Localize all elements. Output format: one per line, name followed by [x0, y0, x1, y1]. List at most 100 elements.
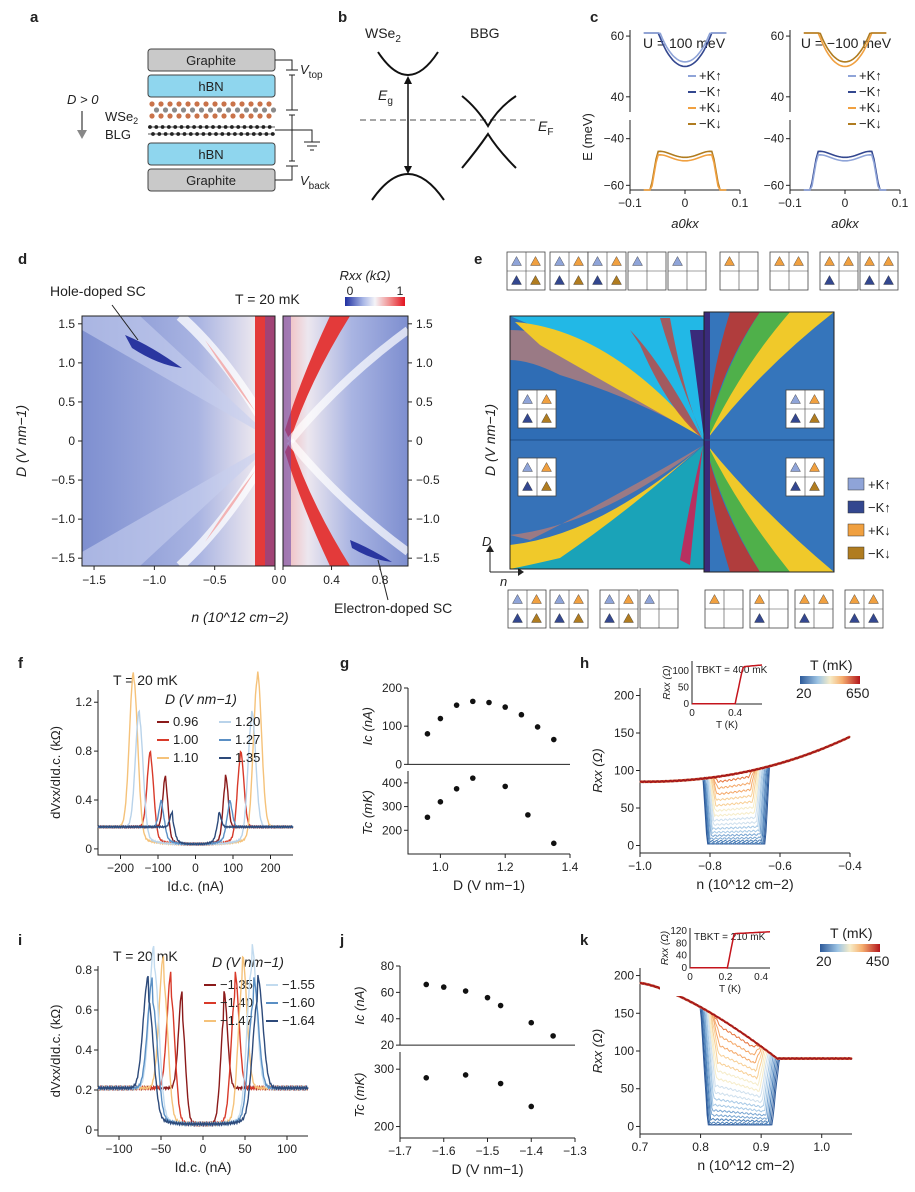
g-tc-point-6	[551, 840, 557, 847]
f-legend-label-0: 0.96	[173, 714, 198, 729]
k-ylabel: Rxx (Ω)	[590, 1029, 605, 1074]
e-fermi-pocket-bottom-6-1	[818, 594, 829, 604]
g-ic-point-6	[518, 711, 525, 718]
layer-graphite-top-label: Graphite	[186, 53, 236, 68]
c-ytick-label-top-left-1: 40	[611, 90, 625, 104]
e-fermi-surface-icons	[506, 251, 899, 629]
d-hole-sc-region	[125, 335, 182, 368]
d-right-map	[283, 316, 408, 566]
i-ytick-label-3: 0.6	[75, 1003, 92, 1017]
c-ytick-label-top-right-1: 40	[771, 90, 785, 104]
f-ytick-label-2: 0.8	[75, 744, 92, 758]
panel-label-h: h	[580, 655, 589, 672]
i-xlabel: Id.c. (nA)	[175, 1159, 232, 1175]
c-xtick-label-left-1: 0	[682, 196, 689, 210]
e-fermi-pocket-bottom-1-2	[554, 613, 565, 623]
j-top-ytick-label-3: 80	[381, 959, 395, 973]
d-left-red-lobe-2	[205, 441, 272, 542]
f-legend-label-1: 1.00	[173, 732, 198, 747]
j-bottom-xtick-label-2: −1.5	[476, 1144, 500, 1158]
se-atom	[176, 101, 182, 107]
e-right-diagram	[704, 312, 834, 572]
wse2-valence-band	[371, 173, 445, 201]
h-curve-18	[639, 735, 851, 784]
c-legend-label-right-2: +K↓	[859, 100, 882, 115]
g-bottom-xtick-label-2: 1.4	[562, 860, 579, 874]
e-fermi-pocket-mid-left-2-0	[522, 462, 533, 472]
g-ic-point-8	[551, 736, 557, 743]
w-atom	[243, 107, 250, 113]
h-curve-10	[639, 735, 851, 818]
panel-label-b: b	[338, 9, 347, 26]
panel-label-j: j	[339, 932, 344, 949]
v-top-label: Vtop	[300, 62, 323, 81]
k-inset-curve	[690, 931, 771, 969]
k-inset-bg	[660, 924, 776, 996]
f-ylabel: dVxx/dId.c. (kΩ)	[48, 726, 63, 819]
panel-j-chart: 20 40 60 80 −1.7 −1.6 −1.5 −1.4 −1.3 200 300 Ic (nA…	[352, 959, 587, 1177]
e-fermi-pocket-top-8-3	[883, 275, 894, 285]
e-fermi-pocket-top-0-1	[530, 256, 541, 266]
e-fermi-pocket-bottom-7-3	[868, 613, 879, 623]
k-ytick-label-3: 150	[614, 1006, 634, 1020]
se-atom	[167, 101, 173, 107]
se-atom	[212, 113, 218, 119]
panel-d-map: T = 20 mK Rxx (kΩ) 0 1	[13, 268, 452, 625]
se-atom	[176, 113, 182, 119]
se-atom	[149, 113, 155, 119]
e-n-axis-arrow-head	[518, 568, 524, 576]
c-ytick-label-bottom-left-1: −60	[604, 178, 625, 192]
w-atom	[162, 107, 169, 113]
se-atom	[266, 101, 272, 107]
d-right-bg	[283, 316, 408, 566]
i-series-1	[97, 971, 309, 1128]
f-series-1	[97, 749, 294, 847]
se-atom	[239, 113, 245, 119]
se-atom	[203, 113, 209, 119]
w-atom	[189, 107, 196, 113]
c-lower-band-right-1	[803, 153, 887, 191]
e-fermi-pocket-mid-right-2-1	[809, 462, 820, 472]
c-title-left: U = 100 meV	[643, 35, 726, 51]
i-xtick-label-1: −50	[151, 1142, 172, 1156]
se-atom	[158, 101, 164, 107]
e-fermi-pocket-mid-left-1-3	[541, 413, 552, 423]
h-ytick-label-3: 150	[614, 726, 634, 740]
e-fermi-pocket-top-1-2	[554, 275, 565, 285]
h-curve-17	[639, 735, 851, 784]
back-gate-circuit	[275, 130, 298, 181]
e-fermi-pocket-top-6-1	[793, 256, 804, 266]
h-curve-21	[639, 736, 851, 784]
i-xtick-label-2: 0	[200, 1142, 207, 1156]
layer-hbn-bottom	[147, 142, 276, 166]
h-curve-19	[639, 736, 851, 784]
e-left-red-sliver-1	[630, 330, 702, 438]
se-atom	[185, 101, 191, 107]
h-curve-11	[639, 736, 850, 812]
e-fermi-pocket-top-1-3	[573, 275, 584, 285]
c-legend-label-left-1: −K↑	[699, 84, 722, 99]
k-curve-6	[639, 981, 853, 1113]
d-ytick-label-left-4: −0.5	[51, 473, 75, 487]
d-right-red-band-1	[285, 316, 350, 441]
g-ic-point-3	[470, 698, 476, 705]
k-inset-xlabel: T (K)	[719, 984, 741, 995]
i-title: T = 20 mK	[113, 948, 178, 964]
d-ytick-label-right-4: −0.5	[416, 473, 440, 487]
h-xlabel: n (10^12 cm−2)	[696, 876, 793, 892]
j-bottom-xtick-label-4: −1.3	[563, 1144, 587, 1158]
e-fermi-pocket-bottom-6-2	[799, 613, 810, 623]
e-axis-n: n	[500, 574, 507, 589]
e-fermi-pocket-mid-left-2-1	[541, 462, 552, 472]
g-ic-point-1	[437, 715, 444, 722]
k-colorbar	[820, 944, 880, 952]
h-inset-ytick-label-1: 50	[678, 682, 690, 693]
e-fermi-pocket-mid-right-1-3	[809, 413, 820, 423]
ef-label: EF	[538, 118, 553, 138]
j-top-ytick-label-0: 20	[381, 1038, 395, 1052]
h-inset-xtick-label-0: 0	[689, 708, 695, 719]
h-inset-label: TBKT = 400 mK	[696, 665, 768, 676]
k-xtick-label-1: 0.8	[692, 1140, 709, 1154]
